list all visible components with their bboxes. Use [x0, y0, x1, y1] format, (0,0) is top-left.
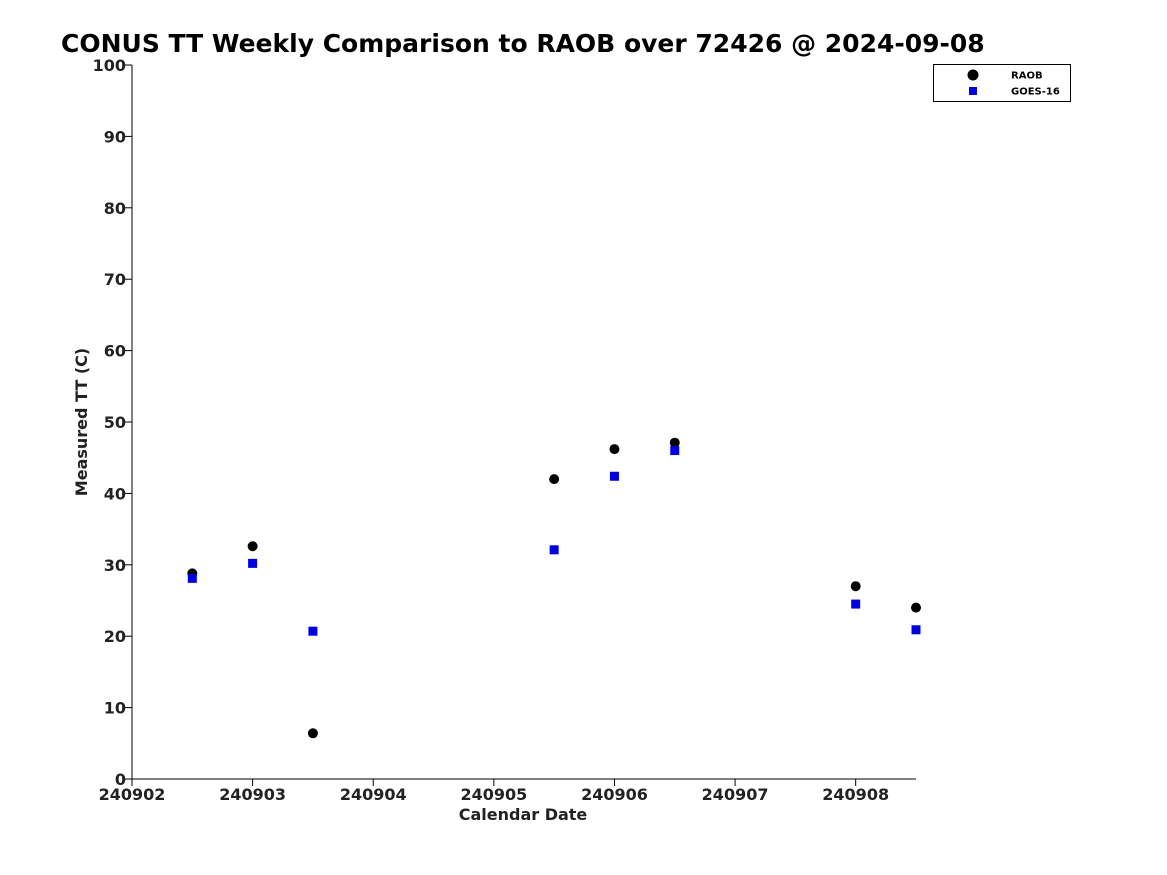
- y-tick-label: 50: [104, 413, 126, 432]
- x-tick-label: 240905: [460, 785, 527, 804]
- legend-box: [933, 64, 1071, 102]
- goes-16-point: [308, 626, 318, 636]
- axes: [131, 65, 916, 780]
- y-tick-label: 20: [104, 627, 126, 646]
- x-tick-label: 240907: [702, 785, 769, 804]
- legend-label: RAOB: [1011, 71, 1043, 82]
- legend: RAOB GOES-16: [933, 64, 1071, 102]
- goes-16-point: [609, 471, 619, 481]
- raob-point: [911, 602, 921, 613]
- series-raob: [187, 437, 921, 739]
- x-tick-label: 240904: [340, 785, 407, 804]
- x-ticks: 240902 240903 240904 240905 240906 240907 2409…: [99, 779, 889, 804]
- raob-point: [609, 444, 620, 455]
- y-tick-label: 0: [115, 770, 126, 789]
- goes-16-point: [248, 558, 258, 568]
- x-tick-label: 240906: [581, 785, 648, 804]
- data-points: [187, 437, 921, 739]
- y-ticks: 0 10 20 30 40 50 60 70 80 90 100: [93, 56, 132, 789]
- y-tick-label: 70: [104, 270, 126, 289]
- y-tick-label: 80: [104, 199, 126, 218]
- goes-16-point: [911, 625, 921, 635]
- legend-goes-16-marker: [969, 87, 977, 95]
- x-tick-label: 240902: [99, 785, 166, 804]
- raob-point: [549, 474, 560, 485]
- x-tick-label: 240908: [822, 785, 889, 804]
- raob-point: [669, 437, 680, 448]
- legend-raob-marker: [967, 69, 979, 81]
- raob-point: [307, 728, 318, 739]
- y-tick-label: 60: [104, 342, 126, 361]
- raob-point: [247, 541, 258, 552]
- y-tick-label: 90: [104, 127, 126, 146]
- goes-16-point: [670, 446, 680, 456]
- goes-16-point: [187, 573, 197, 583]
- legend-label: GOES-16: [1011, 87, 1060, 98]
- goes-16-point: [851, 599, 861, 609]
- goes-16-point: [549, 545, 559, 555]
- y-tick-label: 30: [104, 556, 126, 575]
- chart-title: CONUS TT Weekly Comparison to RAOB over …: [61, 29, 985, 58]
- x-tick-label: 240903: [219, 785, 286, 804]
- y-tick-label: 40: [104, 484, 126, 503]
- series-goes-16: [187, 446, 921, 636]
- y-axis-label: Measured TT (C): [72, 348, 91, 496]
- y-tick-label: 10: [104, 699, 126, 718]
- y-tick-label: 100: [93, 56, 126, 75]
- raob-point: [850, 581, 861, 592]
- x-axis-label: Calendar Date: [459, 805, 588, 824]
